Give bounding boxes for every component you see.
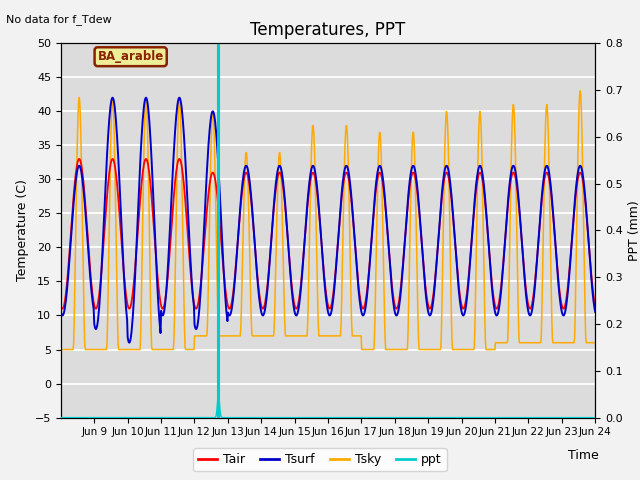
Y-axis label: PPT (mm): PPT (mm) xyxy=(628,200,640,261)
Text: Time: Time xyxy=(568,449,598,462)
Y-axis label: Temperature (C): Temperature (C) xyxy=(16,180,29,281)
Text: No data for f_Tdew: No data for f_Tdew xyxy=(6,14,112,25)
Title: Temperatures, PPT: Temperatures, PPT xyxy=(250,21,406,39)
Legend: Tair, Tsurf, Tsky, ppt: Tair, Tsurf, Tsky, ppt xyxy=(193,448,447,471)
Text: BA_arable: BA_arable xyxy=(97,50,164,63)
